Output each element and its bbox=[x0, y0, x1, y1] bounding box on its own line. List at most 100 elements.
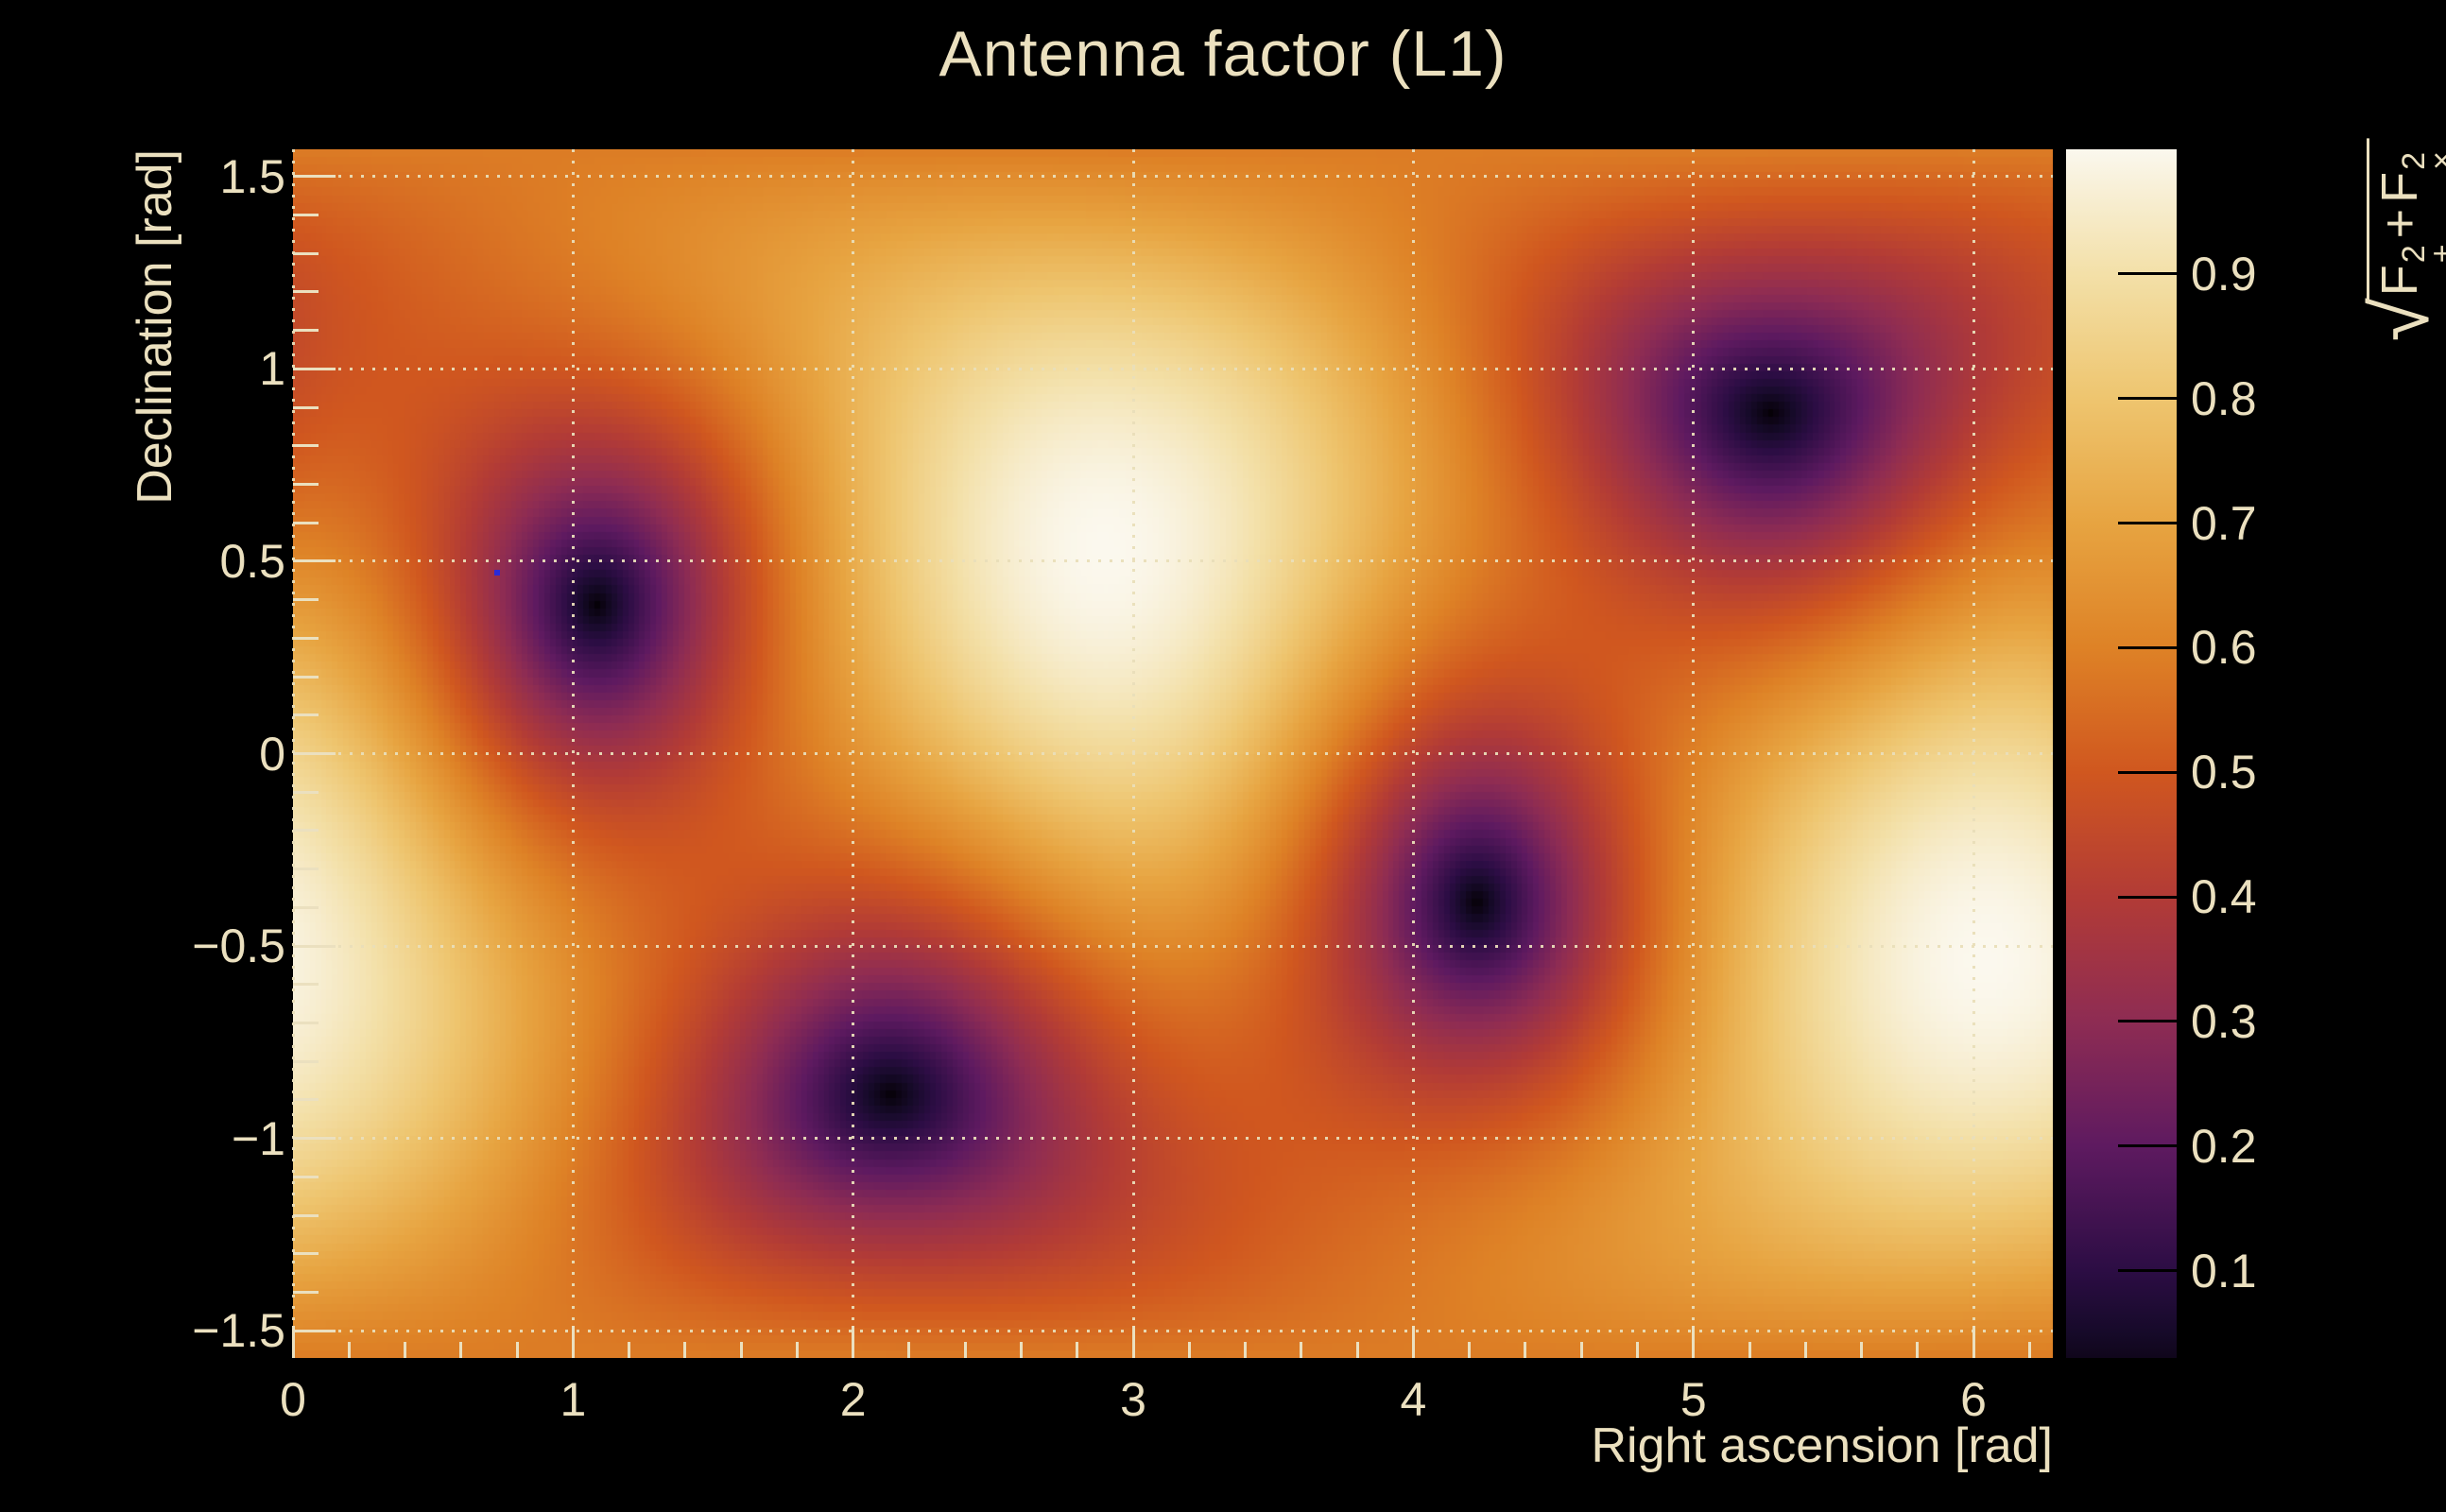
colorbar-tick bbox=[2118, 397, 2177, 401]
x-major-tick bbox=[571, 1326, 575, 1358]
x-minor-tick bbox=[515, 1342, 519, 1358]
x-minor-tick bbox=[683, 1342, 687, 1358]
colorbar-tick bbox=[2118, 1269, 2177, 1273]
y-major-tick bbox=[293, 752, 336, 755]
y-major-tick bbox=[293, 1137, 336, 1141]
colorbar-tick bbox=[2118, 645, 2177, 649]
y-minor-tick bbox=[293, 790, 319, 794]
y-minor-tick bbox=[293, 214, 319, 217]
y-minor-tick bbox=[293, 1175, 319, 1178]
colorbar-title-formula: √F2++F2× bbox=[2356, 138, 2446, 341]
x-minor-tick bbox=[907, 1342, 911, 1358]
x-tick-label: 1 bbox=[560, 1373, 587, 1426]
y-axis-title: Declination [rad] bbox=[128, 149, 182, 505]
x-tick-label: 5 bbox=[1679, 1373, 1707, 1426]
x-minor-tick bbox=[1860, 1342, 1864, 1358]
x-minor-tick bbox=[2027, 1342, 2031, 1358]
colorbar-tick bbox=[2118, 895, 2177, 899]
x-minor-tick bbox=[459, 1342, 463, 1358]
y-major-tick bbox=[293, 559, 336, 563]
y-gridline bbox=[293, 1137, 2053, 1141]
y-minor-tick bbox=[293, 868, 319, 871]
x-minor-tick bbox=[1803, 1342, 1807, 1358]
x-minor-tick bbox=[1187, 1342, 1191, 1358]
colorbar-tick-label: 0.6 bbox=[2191, 621, 2257, 675]
y-minor-tick bbox=[293, 329, 319, 333]
y-minor-tick bbox=[293, 251, 319, 255]
x-minor-tick bbox=[963, 1342, 967, 1358]
x-minor-tick bbox=[347, 1342, 351, 1358]
x-minor-tick bbox=[404, 1342, 407, 1358]
fplus-sub: + bbox=[2424, 244, 2446, 263]
fcross-term: F2× bbox=[2371, 151, 2446, 203]
colorbar-tick bbox=[2118, 522, 2177, 525]
x-major-tick bbox=[1972, 1326, 1975, 1358]
y-minor-tick bbox=[293, 1290, 319, 1294]
fcross-sub: × bbox=[2424, 151, 2446, 170]
x-minor-tick bbox=[1916, 1342, 1920, 1358]
x-major-tick bbox=[1411, 1326, 1415, 1358]
y-gridline bbox=[293, 1329, 2053, 1332]
sky-marker bbox=[494, 570, 501, 576]
x-major-tick bbox=[852, 1326, 855, 1358]
y-minor-tick bbox=[293, 983, 319, 987]
x-minor-tick bbox=[1355, 1342, 1359, 1358]
y-gridline bbox=[293, 752, 2053, 755]
radical-sign: √ bbox=[2356, 303, 2445, 342]
y-minor-tick bbox=[293, 713, 319, 717]
x-minor-tick bbox=[1748, 1342, 1751, 1358]
x-minor-tick bbox=[1300, 1342, 1303, 1358]
y-major-tick bbox=[293, 944, 336, 948]
colorbar-tick-label: 0.7 bbox=[2191, 496, 2257, 550]
radicand: F2++F2× bbox=[2367, 138, 2446, 304]
x-tick-label: 3 bbox=[1120, 1373, 1146, 1426]
y-minor-tick bbox=[293, 483, 319, 487]
x-axis-title: Right ascension [rad] bbox=[1591, 1418, 2054, 1473]
y-minor-tick bbox=[293, 675, 319, 679]
y-gridline bbox=[293, 944, 2053, 948]
y-minor-tick bbox=[293, 1213, 319, 1217]
y-tick-label: −1 bbox=[231, 1111, 285, 1165]
x-major-tick bbox=[291, 1326, 295, 1358]
colorbar-tick-label: 0.9 bbox=[2191, 247, 2257, 301]
y-tick-label: 1 bbox=[259, 342, 285, 396]
y-minor-tick bbox=[293, 444, 319, 448]
colorbar-tick-label: 0.4 bbox=[2191, 870, 2257, 924]
x-minor-tick bbox=[628, 1342, 631, 1358]
colorbar-gradient bbox=[2066, 149, 2177, 1358]
colorbar-tick-label: 0.8 bbox=[2191, 371, 2257, 425]
y-minor-tick bbox=[293, 598, 319, 602]
colorbar-tick bbox=[2118, 1144, 2177, 1148]
x-minor-tick bbox=[1244, 1342, 1248, 1358]
colorbar-tick-label: 0.2 bbox=[2191, 1119, 2257, 1173]
y-major-tick bbox=[293, 175, 336, 179]
x-major-tick bbox=[1692, 1326, 1696, 1358]
y-minor-tick bbox=[293, 829, 319, 833]
y-gridline bbox=[293, 367, 2053, 370]
y-minor-tick bbox=[293, 1252, 319, 1256]
page-title: Antenna factor (L1) bbox=[939, 18, 1507, 90]
plot-area bbox=[291, 149, 2053, 1358]
colorbar-tick bbox=[2118, 770, 2177, 774]
y-minor-tick bbox=[293, 636, 319, 640]
y-minor-tick bbox=[293, 405, 319, 409]
y-minor-tick bbox=[293, 521, 319, 524]
x-minor-tick bbox=[1076, 1342, 1079, 1358]
plus-operator: + bbox=[2371, 208, 2428, 239]
x-minor-tick bbox=[1468, 1342, 1472, 1358]
x-minor-tick bbox=[795, 1342, 799, 1358]
y-gridline bbox=[293, 559, 2053, 563]
fplus-term: F2+ bbox=[2371, 244, 2446, 296]
x-minor-tick bbox=[1635, 1342, 1639, 1358]
x-tick-label: 0 bbox=[280, 1373, 306, 1426]
y-gridline bbox=[293, 175, 2053, 179]
x-tick-label: 2 bbox=[839, 1373, 867, 1426]
y-minor-tick bbox=[293, 290, 319, 294]
y-minor-tick bbox=[293, 1021, 319, 1024]
y-major-tick bbox=[293, 367, 336, 370]
y-major-tick bbox=[293, 1329, 336, 1332]
x-tick-label: 6 bbox=[1960, 1373, 1987, 1426]
x-major-tick bbox=[1131, 1326, 1135, 1358]
colorbar-tick-label: 0.1 bbox=[2191, 1244, 2257, 1297]
